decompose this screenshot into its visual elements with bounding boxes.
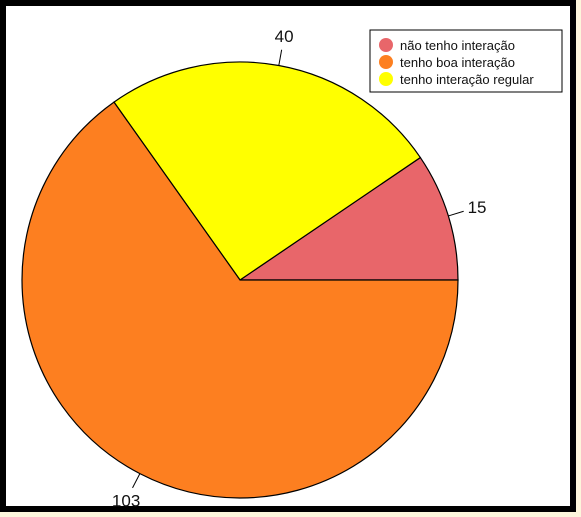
slice-value-label-1: 40 — [275, 27, 294, 46]
legend-swatch-0 — [379, 38, 393, 52]
slice-value-label-2: 103 — [112, 491, 140, 510]
legend-label-2: tenho interação regular — [400, 72, 534, 87]
legend-swatch-2 — [379, 72, 393, 86]
legend-box — [369, 29, 563, 93]
pie-slices — [21, 61, 459, 499]
legend-label-0: não tenho interação — [400, 38, 515, 53]
pie-slice-1 — [113, 61, 422, 281]
pie-slice-2 — [21, 101, 459, 499]
slice-label-line-1 — [278, 49, 283, 66]
legend-swatch-1 — [379, 55, 393, 69]
slice-value-label-0: 15 — [468, 198, 487, 217]
legend: não tenho interação tenho boa interação te… — [369, 29, 563, 93]
legend-label-1: tenho boa interação — [400, 55, 515, 70]
slice-labels: 15 40 103 — [112, 27, 487, 510]
pie-slice-0 — [238, 156, 459, 281]
slice-label-line-0 — [448, 210, 464, 217]
slice-label-line-2 — [132, 473, 141, 489]
